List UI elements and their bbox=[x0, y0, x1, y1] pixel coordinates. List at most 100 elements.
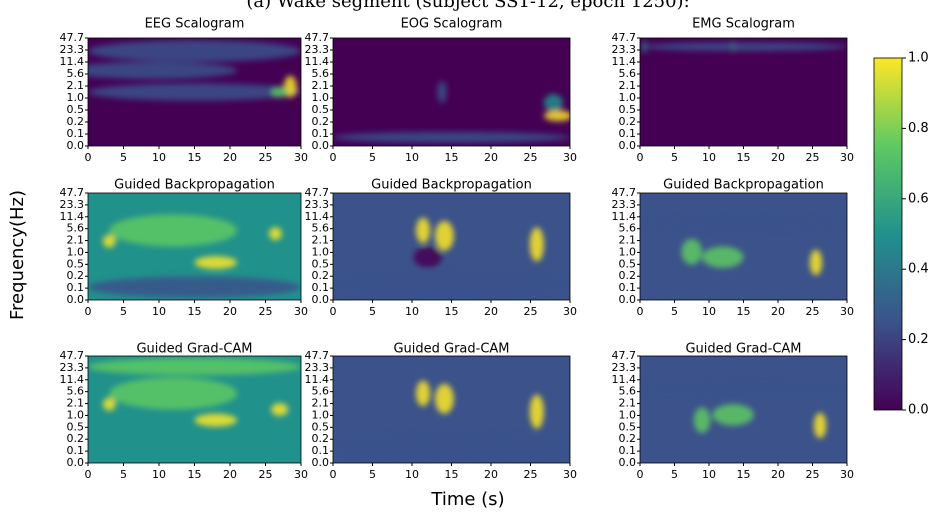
heatmap bbox=[640, 193, 847, 300]
x-tick-label: 0 bbox=[637, 305, 644, 318]
x-tick-label: 20 bbox=[223, 468, 237, 481]
y-tick-label: 23.3 bbox=[612, 43, 637, 56]
y-tick-label: 1.0 bbox=[67, 245, 85, 258]
x-tick-label: 20 bbox=[223, 151, 237, 164]
y-tick-label: 47.7 bbox=[60, 349, 85, 362]
x-tick-label: 30 bbox=[563, 151, 577, 164]
heatmap bbox=[88, 38, 301, 146]
y-tick-label: 11.4 bbox=[60, 210, 85, 223]
x-axis-label: Time (s) bbox=[430, 489, 504, 510]
heatmap-blob bbox=[813, 412, 827, 439]
x-tick-label: 0 bbox=[637, 151, 644, 164]
y-tick-label: 11.4 bbox=[60, 55, 85, 68]
y-tick-label: 23.3 bbox=[60, 43, 85, 56]
y-tick-label: 0.5 bbox=[312, 103, 330, 116]
x-tick-label: 25 bbox=[524, 305, 538, 318]
heatmap-blob bbox=[102, 234, 116, 248]
panel-title: EOG Scalogram bbox=[401, 17, 503, 32]
y-tick-label: 0.0 bbox=[619, 456, 637, 469]
y-tick-label: 1.0 bbox=[312, 245, 330, 258]
x-tick-label: 30 bbox=[840, 468, 854, 481]
y-tick-label: 23.3 bbox=[612, 198, 637, 211]
y-tick-label: 5.6 bbox=[619, 67, 637, 80]
y-tick-label: 0.0 bbox=[67, 293, 85, 306]
x-tick-label: 0 bbox=[85, 151, 92, 164]
heatmap-blob bbox=[413, 246, 443, 268]
y-tick-label: 23.3 bbox=[612, 361, 637, 374]
panel-title: Guided Grad-CAM bbox=[685, 342, 801, 357]
heatmap-blob bbox=[109, 214, 238, 247]
y-tick-label: 2.1 bbox=[312, 397, 330, 410]
panel-title: Guided Backpropagation bbox=[663, 178, 824, 193]
panel-title: EEG Scalogram bbox=[145, 17, 245, 32]
heatmap-blob bbox=[809, 249, 823, 276]
x-tick-label: 20 bbox=[771, 151, 785, 164]
x-tick-label: 10 bbox=[152, 151, 166, 164]
heatmap-blob bbox=[102, 397, 116, 411]
y-tick-label: 1.0 bbox=[67, 91, 85, 104]
x-tick-label: 15 bbox=[445, 151, 459, 164]
y-tick-label: 0.5 bbox=[312, 257, 330, 270]
colorbar-tick-label: 0.6 bbox=[908, 191, 929, 206]
x-tick-label: 10 bbox=[702, 468, 716, 481]
x-tick-label: 5 bbox=[671, 151, 678, 164]
y-tick-label: 23.3 bbox=[60, 198, 85, 211]
x-tick-label: 25 bbox=[259, 305, 273, 318]
heatmap-blob bbox=[333, 434, 570, 460]
y-tick-label: 1.0 bbox=[619, 245, 637, 258]
heatmap-texture bbox=[333, 217, 570, 297]
x-tick-label: 15 bbox=[188, 305, 202, 318]
y-tick-label: 0.5 bbox=[619, 420, 637, 433]
panel-title: Guided Backpropagation bbox=[114, 178, 275, 193]
y-tick-label: 5.6 bbox=[312, 222, 330, 235]
y-tick-label: 2.1 bbox=[67, 234, 85, 247]
y-tick-label: 47.7 bbox=[305, 31, 330, 44]
heatmap bbox=[88, 193, 301, 300]
y-tick-label: 47.7 bbox=[612, 31, 637, 44]
x-tick-label: 25 bbox=[259, 468, 273, 481]
x-tick-label: 20 bbox=[484, 151, 498, 164]
y-tick-label: 23.3 bbox=[60, 361, 85, 374]
x-tick-label: 15 bbox=[445, 305, 459, 318]
heatmap-blob bbox=[88, 61, 238, 80]
y-tick-label: 47.7 bbox=[60, 186, 85, 199]
x-tick-label: 20 bbox=[484, 305, 498, 318]
heatmap-blob bbox=[434, 220, 454, 251]
heatmap-blob bbox=[333, 271, 570, 297]
y-tick-label: 2.1 bbox=[619, 397, 637, 410]
colorbar-tick-label: 0.2 bbox=[908, 332, 929, 347]
y-tick-label: 0.0 bbox=[67, 139, 85, 152]
x-tick-label: 10 bbox=[405, 468, 419, 481]
y-tick-label: 0.1 bbox=[67, 281, 85, 294]
y-tick-label: 0.5 bbox=[67, 257, 85, 270]
x-tick-label: 5 bbox=[671, 305, 678, 318]
y-tick-label: 47.7 bbox=[305, 186, 330, 199]
y-tick-label: 0.0 bbox=[312, 293, 330, 306]
y-tick-label: 1.0 bbox=[619, 408, 637, 421]
y-tick-label: 0.0 bbox=[619, 139, 637, 152]
y-tick-label: 47.7 bbox=[612, 186, 637, 199]
heatmap-texture bbox=[333, 380, 570, 460]
y-tick-label: 0.1 bbox=[67, 127, 85, 140]
x-tick-label: 0 bbox=[330, 305, 337, 318]
y-tick-label: 5.6 bbox=[312, 385, 330, 398]
x-tick-label: 20 bbox=[484, 468, 498, 481]
heatmap-blob bbox=[269, 227, 282, 241]
y-tick-label: 11.4 bbox=[612, 373, 637, 386]
x-tick-label: 15 bbox=[188, 151, 202, 164]
y-tick-label: 1.0 bbox=[67, 408, 85, 421]
x-tick-label: 25 bbox=[524, 151, 538, 164]
y-tick-label: 0.1 bbox=[619, 444, 637, 457]
heatmap-blob bbox=[333, 131, 570, 143]
heatmap-texture bbox=[333, 81, 570, 143]
heatmap-blob bbox=[271, 403, 289, 416]
panel-title: Guided Grad-CAM bbox=[393, 342, 509, 357]
heatmap-blob bbox=[271, 86, 289, 98]
x-tick-label: 15 bbox=[445, 468, 459, 481]
heatmap-blob bbox=[88, 358, 301, 376]
x-tick-label: 25 bbox=[806, 151, 820, 164]
x-tick-label: 20 bbox=[771, 305, 785, 318]
heatmap-blob bbox=[437, 81, 447, 103]
y-tick-label: 1.0 bbox=[312, 408, 330, 421]
